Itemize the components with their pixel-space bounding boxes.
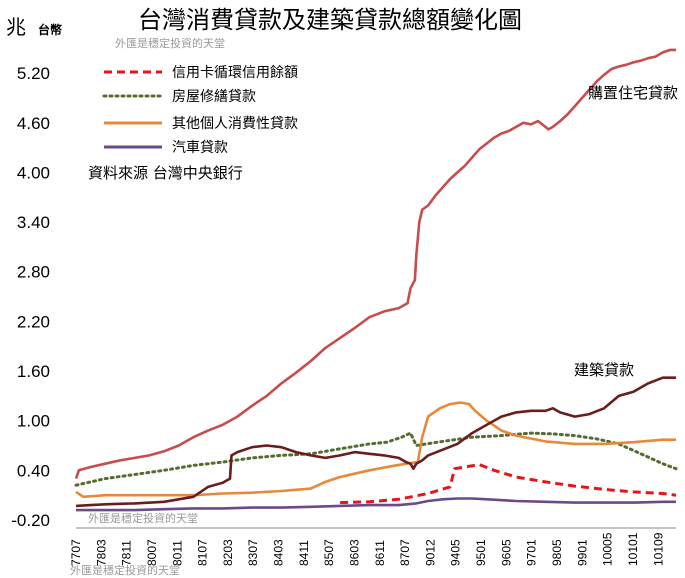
x-tick-label: 9501 <box>474 539 488 566</box>
y-tick-label: 5.20 <box>17 64 50 83</box>
x-tick-label: 10109 <box>651 532 665 566</box>
x-tick-label: 8507 <box>322 539 336 566</box>
series-line-0 <box>340 463 677 505</box>
legend-label: 房屋修繕貸款 <box>172 89 256 105</box>
x-tick-label: 9701 <box>525 539 539 566</box>
y-tick-label: 0.40 <box>17 461 50 480</box>
annotation-construction: 建築貸款 <box>574 361 634 379</box>
x-tick-label: 9605 <box>499 539 513 566</box>
x-tick-label: 8411 <box>297 540 311 566</box>
x-tick-label: 7707 <box>69 539 83 566</box>
series-line-1 <box>74 431 678 487</box>
y-tick-label: 2.20 <box>17 312 50 331</box>
y-axis-ticks: 5.20 4.60 4.00 3.40 2.80 2.20 1.60 1.00 0.40 -0.2… <box>11 64 50 530</box>
y-tick-label: 4.60 <box>17 114 50 133</box>
x-tick-label: 9901 <box>575 539 589 566</box>
annotation-housing: 購置住宅貸款 <box>588 84 678 102</box>
y-tick-label: 1.00 <box>17 412 50 431</box>
x-axis-ticks: 7707 7803 7811 8007 8011 8107 8203 8307 8403 8411… <box>69 532 665 566</box>
x-tick-label: 8007 <box>145 539 159 566</box>
y-tick-label: 2.80 <box>17 263 50 282</box>
y-tick-label: 4.00 <box>17 163 50 182</box>
chart-title: 台灣消費貸款及建築貸款總額變化圖 <box>138 6 522 34</box>
watermark-middle: 外匯是穩定投資的天堂 <box>88 511 198 525</box>
x-tick-label: 8611 <box>373 540 387 566</box>
unit-sublabel: 台幣 <box>38 22 62 37</box>
legend-label: 汽車貸款 <box>172 139 228 156</box>
series-layer <box>74 48 678 512</box>
watermark-bottom: 外匯是穩定投資的天堂 <box>70 563 180 577</box>
x-tick-label: 10005 <box>601 532 615 566</box>
x-tick-label: 10101 <box>626 532 640 566</box>
x-tick-label: 7811 <box>120 540 134 566</box>
x-tick-label: 9805 <box>550 539 564 566</box>
x-tick-label: 8603 <box>347 539 361 566</box>
x-tick-label: 8203 <box>221 539 235 566</box>
series-line-4 <box>75 376 676 508</box>
x-tick-label: 8403 <box>272 539 286 566</box>
x-tick-label: 8307 <box>246 539 260 566</box>
unit-label: 兆 <box>6 15 26 39</box>
source-note: 資料來源 台灣中央銀行 <box>88 164 243 182</box>
series-line-3 <box>74 48 676 480</box>
y-tick-label: 1.60 <box>17 362 50 381</box>
y-tick-label: 3.40 <box>17 213 50 232</box>
legend-label: 信用卡循環信用餘額 <box>172 64 298 81</box>
legend-label: 其他個人消費性貸款 <box>172 116 298 132</box>
x-tick-label: 7803 <box>94 539 108 566</box>
watermark-top: 外匯是穩定投資的天堂 <box>115 36 225 50</box>
x-tick-label: 9012 <box>423 539 437 566</box>
x-tick-label: 9405 <box>449 539 463 566</box>
x-tick-label: 8707 <box>398 539 412 566</box>
series-line-5 <box>76 497 676 512</box>
y-tick-label: -0.20 <box>11 511 50 530</box>
x-tick-label: 8107 <box>196 539 210 566</box>
x-tick-label: 8011 <box>170 540 184 566</box>
